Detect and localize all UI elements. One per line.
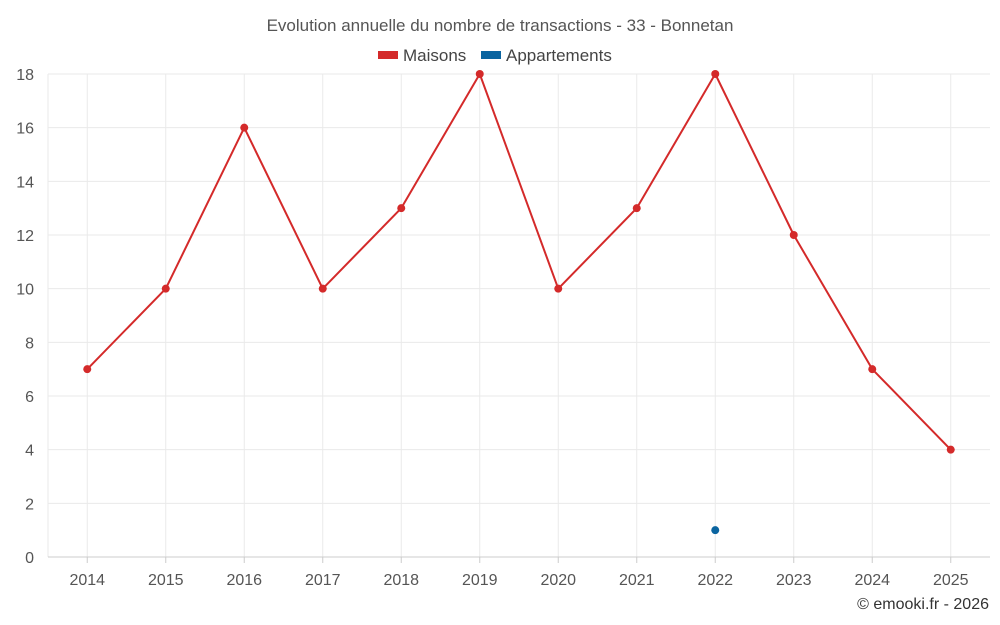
legend-item-appartements[interactable]: Appartements	[481, 46, 612, 65]
data-point-maisons-2014[interactable]	[83, 365, 92, 374]
data-point-maisons-2020[interactable]	[554, 284, 563, 293]
data-point-maisons-2017[interactable]	[318, 284, 327, 293]
legend-item-maisons[interactable]: Maisons	[378, 46, 466, 65]
y-tick-label: 10	[16, 282, 34, 299]
data-point-maisons-2022[interactable]	[711, 70, 720, 78]
data-point-maisons-2024[interactable]	[868, 365, 877, 374]
x-tick-label: 2022	[697, 572, 733, 589]
x-tick-label: 2019	[462, 572, 498, 589]
x-tick-label: 2015	[148, 572, 184, 589]
x-tick-label: 2023	[776, 572, 812, 589]
y-tick-label: 6	[25, 389, 34, 406]
x-tick-label: 2020	[540, 572, 576, 589]
chart-title: Evolution annuelle du nombre de transact…	[267, 16, 734, 35]
data-point-maisons-2019[interactable]	[475, 70, 484, 78]
x-tick-label: 2014	[69, 572, 105, 589]
legend-swatch-maisons	[378, 51, 398, 59]
y-tick-label: 12	[16, 228, 34, 245]
x-axis-ticks: 2014 2015 2016 2017 2018 2019 2020 2021 2022 2023…	[69, 557, 969, 589]
grid	[47, 73, 990, 558]
x-tick-label: 2024	[854, 572, 890, 589]
data-point-maisons-2015[interactable]	[161, 284, 170, 293]
legend-label-appartements: Appartements	[506, 46, 612, 65]
series-layer	[83, 70, 955, 535]
x-tick-label: 2016	[226, 572, 262, 589]
y-tick-label: 8	[25, 335, 34, 352]
y-tick-label: 4	[25, 443, 34, 460]
x-tick-label: 2021	[619, 572, 655, 589]
data-point-maisons-2021[interactable]	[632, 204, 641, 213]
legend: Maisons Appartements	[378, 46, 612, 65]
y-tick-label: 0	[25, 550, 34, 567]
series-line-maisons	[86, 73, 952, 451]
y-tick-label: 2	[25, 496, 34, 513]
x-tick-label: 2018	[383, 572, 419, 589]
y-tick-label: 18	[16, 67, 34, 84]
data-point-maisons-2023[interactable]	[789, 231, 798, 239]
data-point-maisons-2018[interactable]	[397, 204, 406, 213]
x-tick-label: 2017	[305, 572, 341, 589]
y-axis-ticks: 0 2 4 6 8 10 12 14 16 18	[16, 67, 34, 567]
data-point-maisons-2025[interactable]	[946, 445, 955, 454]
legend-label-maisons: Maisons	[403, 46, 466, 65]
data-point-appartements-2022[interactable]	[711, 526, 720, 535]
data-point-maisons-2016[interactable]	[240, 123, 249, 132]
legend-swatch-appartements	[481, 51, 501, 59]
credit: © emooki.fr - 2026	[857, 596, 989, 613]
x-tick-label: 2025	[933, 572, 969, 589]
y-tick-label: 14	[16, 174, 34, 191]
y-tick-label: 16	[16, 121, 34, 138]
